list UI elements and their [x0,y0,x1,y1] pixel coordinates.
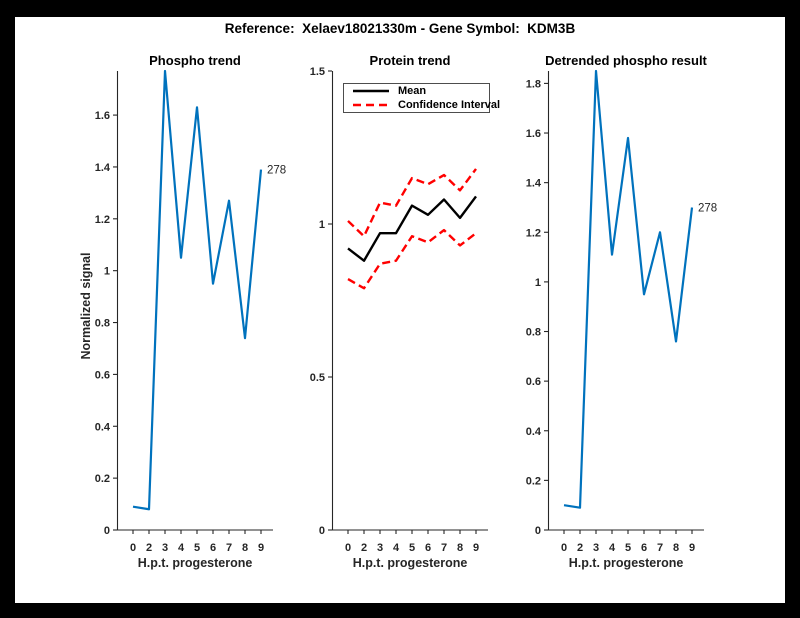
series-confidence-interval-lower [347,228,477,290]
x-tick-label: 4 [178,542,185,554]
y-tick-label: 0.6 [526,376,541,388]
figure-title: Reference: Xelaev18021330m - Gene Symbol… [224,21,576,36]
y-tick-label: 0.2 [526,475,541,487]
y-tick-label: 1.8 [526,78,541,90]
series-phospho [132,69,263,511]
x-tick-label: 8 [242,542,248,554]
x-tick-label: 3 [377,542,383,554]
series-detrended-phospho [563,69,694,509]
x-tick-label: 2 [577,542,583,554]
y-tick-label: 0.4 [526,426,542,438]
x-tick-label: 0 [345,542,351,554]
x-tick-label: 4 [393,542,400,554]
x-tick-label: 2 [146,542,152,554]
x-tick-label: 9 [473,542,479,554]
x-tick-label: 5 [625,542,631,554]
y-axis-label: Normalized signal [79,252,93,360]
x-tick-label: 8 [457,542,463,554]
x-tick-label: 3 [162,542,168,554]
subplot-title-protein-trend: Protein trend [369,53,451,68]
legend-label-ci: Confidence Interval [398,99,501,111]
legend: Mean Confidence Interval [343,83,500,113]
y-tick-label: 1.6 [95,110,110,122]
mean-line-sample-icon [353,89,389,93]
y-tick-label: 1.5 [310,66,325,78]
x-axis-label: H.p.t. progesterone [352,556,468,570]
series-mean [347,195,477,262]
y-tick-label: 1.6 [526,128,541,140]
y-tick-label: 0.6 [95,369,110,381]
x-tick-label: 3 [593,542,599,554]
x-tick-label: 7 [657,542,663,554]
y-tick-label: 1.4 [95,162,111,174]
y-tick-label: 1 [319,219,325,231]
y-tick-label: 1.2 [526,227,541,239]
legend-row-mean: Mean [344,84,489,98]
x-tick-label: 0 [130,542,136,554]
x-tick-label: 4 [609,542,616,554]
y-tick-label: 0.2 [95,473,110,485]
y-tick-label: 0.8 [95,318,110,330]
x-tick-label: 6 [641,542,647,554]
y-tick-label: 0 [104,525,110,537]
datapoint-annotation: 278 [698,202,717,214]
y-tick-label: 1.4 [526,178,542,190]
x-tick-label: 5 [194,542,200,554]
x-tick-label: 6 [425,542,431,554]
x-tick-label: 9 [689,542,695,554]
x-tick-label: 0 [561,542,567,554]
series-confidence-interval-upper [347,168,477,238]
y-tick-label: 0.8 [526,327,541,339]
subplot-title-detrended-phospho: Detrended phospho result [545,53,707,68]
y-tick-label: 0.4 [95,421,111,433]
datapoint-annotation: 278 [267,165,286,177]
y-tick-label: 1 [535,277,541,289]
x-tick-label: 2 [361,542,367,554]
legend-label-mean: Mean [398,85,427,97]
x-tick-label: 8 [673,542,679,554]
figure-area: Reference: Xelaev18021330m - Gene Symbol… [15,17,785,603]
y-tick-label: 0.5 [310,372,325,384]
x-tick-label: 5 [409,542,415,554]
y-tick-label: 0 [535,525,541,537]
x-tick-label: 9 [258,542,264,554]
y-tick-label: 1 [104,266,110,278]
y-tick-label: 0 [319,525,325,537]
protein-trend-plot: 00.511.50 2 3 4 5 6 7 8 9 [310,66,488,554]
x-axis-label: H.p.t. progesterone [137,556,253,570]
x-tick-label: 7 [441,542,447,554]
subplot-title-phospho-trend: Phospho trend [149,53,241,68]
x-tick-label: 7 [226,542,232,554]
legend-row-ci: Confidence Interval [344,98,500,112]
y-tick-label: 1.2 [95,214,110,226]
x-tick-label: 6 [210,542,216,554]
x-axis-label: H.p.t. progesterone [568,556,684,570]
ci-line-sample-icon [353,103,389,107]
